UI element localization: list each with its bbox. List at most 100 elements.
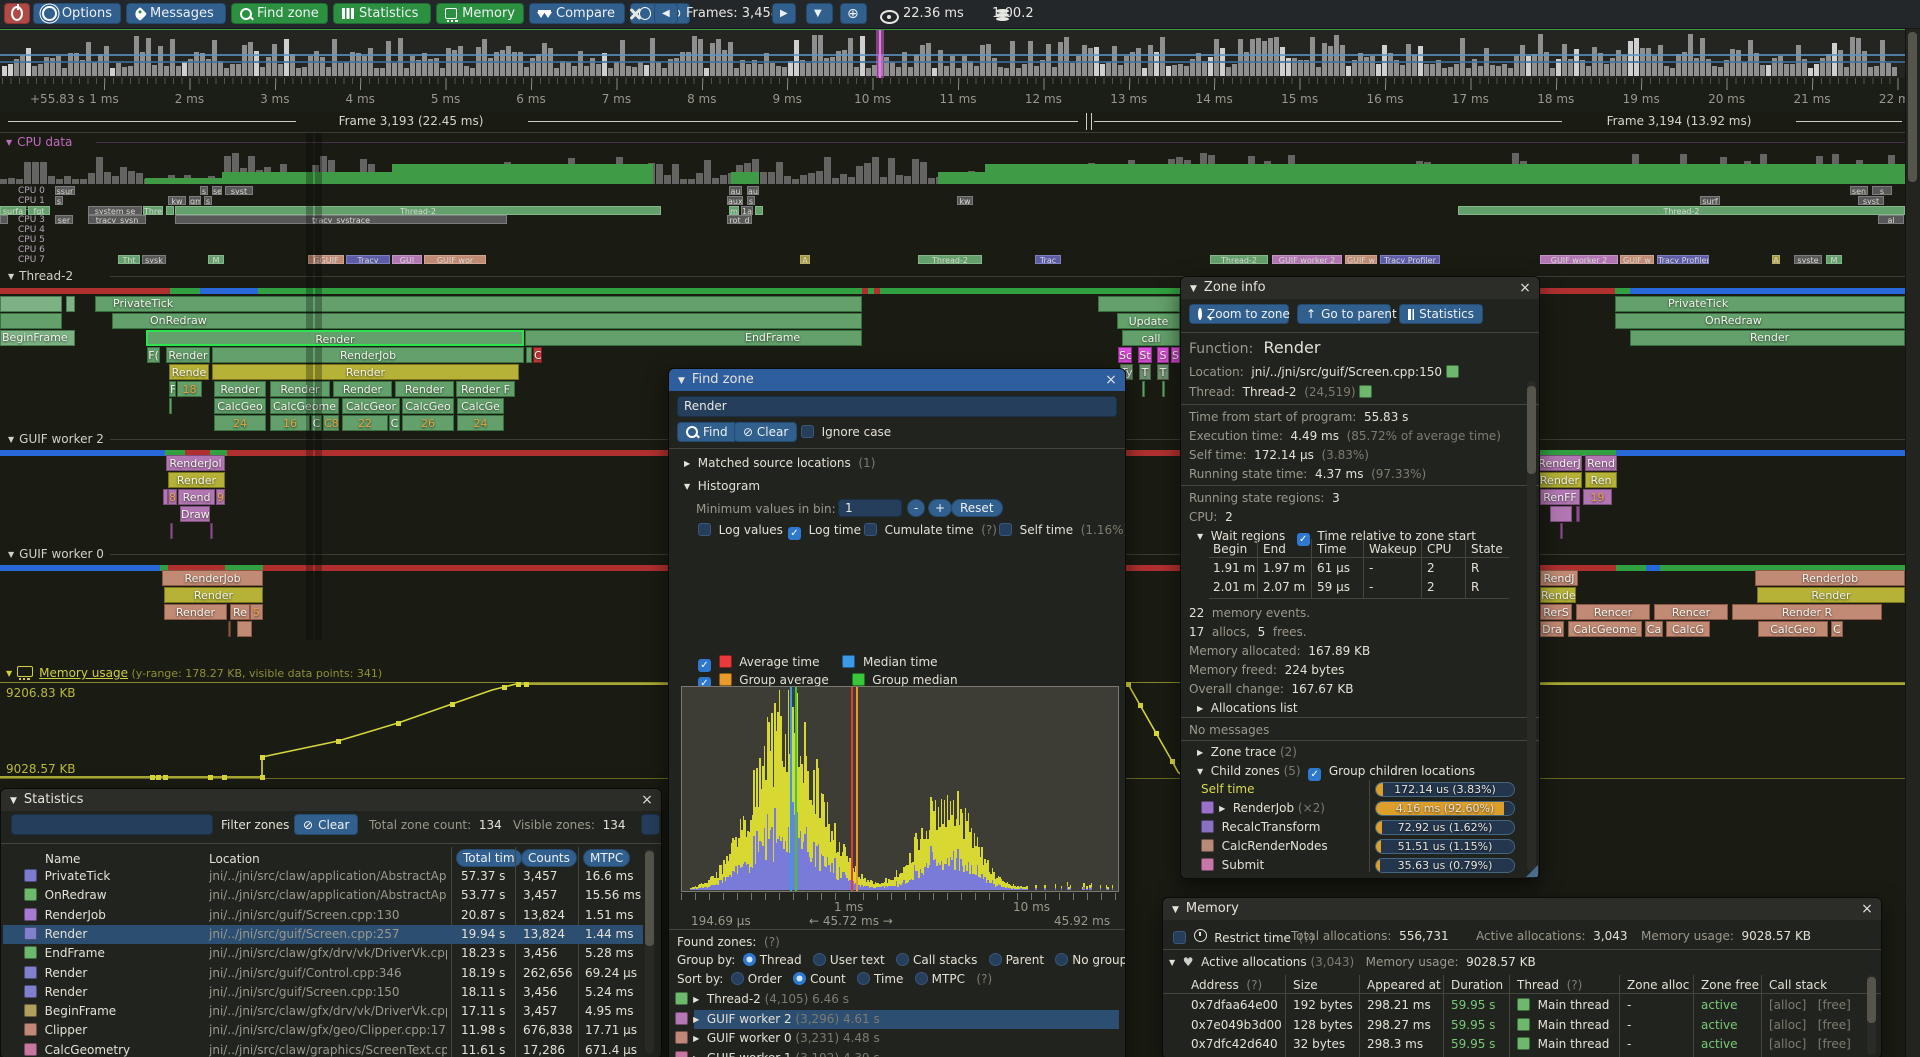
collapse-icon[interactable]: ▼ xyxy=(1197,532,1204,541)
cpu-zone[interactable]: Trac xyxy=(1035,254,1061,264)
alloc-callstack[interactable]: [alloc] [free] xyxy=(1769,1018,1851,1033)
close-icon[interactable]: × xyxy=(641,792,653,808)
cpu-zone[interactable]: s xyxy=(1872,186,1892,195)
expand-icon[interactable]: ▶ xyxy=(684,459,691,468)
memory-scroll-thumb[interactable] xyxy=(1867,977,1876,1023)
memory-button[interactable]: Memory xyxy=(436,3,524,24)
radio-time[interactable] xyxy=(857,972,871,985)
alloc-address[interactable]: 0x7e049b3d00 xyxy=(1191,1018,1282,1033)
group-children-checkbox[interactable]: ✓ xyxy=(1308,768,1322,781)
zone[interactable] xyxy=(228,621,231,637)
zone[interactable] xyxy=(1576,506,1580,522)
found-zone-row[interactable]: ▶ GUIF worker 2 (3,296) 4.61 s xyxy=(675,1011,880,1027)
cpu-zone[interactable]: Thread-2 xyxy=(175,205,661,215)
cpu-zone[interactable]: Tracy Profiler xyxy=(1380,254,1440,264)
zone[interactable]: call xyxy=(1122,330,1180,346)
radio-order[interactable] xyxy=(730,972,744,985)
cpu-zone[interactable]: system se xyxy=(88,205,142,215)
cpu-zone[interactable]: A xyxy=(800,254,810,264)
zone[interactable]: CalcGeo xyxy=(1758,621,1828,637)
zone[interactable]: RenderJob xyxy=(162,570,263,586)
zone[interactable]: Render xyxy=(395,381,454,397)
expand-icon[interactable]: ▶ xyxy=(688,1034,700,1044)
options-button[interactable]: Options xyxy=(33,3,121,24)
cpu-zone[interactable]: surfa xyxy=(0,205,26,215)
zone[interactable]: Render xyxy=(164,604,227,620)
child-zone-row[interactable]: Submit xyxy=(1201,858,1268,873)
checkbox[interactable] xyxy=(698,523,711,536)
thread-header[interactable]: ▼ Thread-2 xyxy=(8,269,73,283)
cpu-zone[interactable]: tracy_sysn xyxy=(88,215,146,225)
table-row[interactable]: Clipper xyxy=(24,1023,87,1038)
find-zone-titlebar[interactable]: ▼ Find zone × xyxy=(669,369,1125,391)
zone[interactable]: St xyxy=(1138,347,1152,363)
cpu-zone[interactable]: aux xyxy=(727,195,743,205)
compare-button[interactable]: Compare xyxy=(529,3,625,24)
zone[interactable]: Re xyxy=(230,604,250,620)
zone[interactable] xyxy=(0,330,75,346)
zoom-to-zone-button[interactable]: Zoom to zone xyxy=(1189,304,1290,324)
histogram-option[interactable]: Self time (1.16%) xyxy=(999,523,1125,538)
zone[interactable] xyxy=(237,621,252,637)
cpu-zone[interactable] xyxy=(0,215,8,225)
cpu-zone[interactable]: syst xyxy=(1858,195,1884,205)
cpu-data-header[interactable]: ▼ CPU data xyxy=(6,135,72,149)
sort-total-time-button[interactable]: Total tim xyxy=(456,849,522,867)
checkbox[interactable] xyxy=(999,523,1012,536)
zone[interactable]: C xyxy=(389,415,400,431)
alloc-address[interactable]: 0x7dfc42d640 xyxy=(1191,1037,1278,1052)
active-allocations-header[interactable]: ▼ ♥ Active allocations (3,043) Memory us… xyxy=(1169,955,1536,970)
thread-header[interactable]: ▼ GUIF worker 2 xyxy=(8,432,104,446)
zone-info-scrollbar[interactable] xyxy=(1527,381,1536,871)
cpu-zone[interactable]: 1a xyxy=(741,205,753,215)
zone[interactable]: Render F xyxy=(456,381,515,397)
zone[interactable]: T xyxy=(1139,364,1151,380)
zone[interactable] xyxy=(1162,381,1165,397)
close-icon[interactable]: × xyxy=(1861,901,1873,917)
cpu-zone[interactable]: kw xyxy=(957,195,973,205)
cpu-zone[interactable]: s xyxy=(200,186,208,195)
cpu-zone[interactable]: au xyxy=(729,186,742,195)
zone[interactable]: Render xyxy=(168,472,225,488)
collapse-icon[interactable]: ▼ xyxy=(684,482,691,491)
collapse-icon[interactable]: ▼ xyxy=(6,669,13,678)
messages-button[interactable]: Messages xyxy=(126,3,226,24)
found-zone-row[interactable]: ▶ GUIF worker 0 (3,231) 4.48 s xyxy=(675,1031,880,1046)
zone[interactable]: Rencer xyxy=(1654,604,1728,620)
histogram-plot[interactable] xyxy=(681,686,1119,892)
cpu-zone[interactable]: GUIF w xyxy=(1345,254,1377,264)
zone[interactable]: CalcGeome xyxy=(1568,621,1642,637)
sort-counts-button[interactable]: Counts xyxy=(521,849,577,867)
ignore-case-checkbox[interactable] xyxy=(801,425,814,438)
zone[interactable] xyxy=(95,296,862,312)
cpu-zone[interactable]: s xyxy=(747,195,755,205)
cpu-zone[interactable]: sen xyxy=(1850,186,1868,195)
zone[interactable]: 24 xyxy=(457,415,504,431)
radio-no-groupi[interactable] xyxy=(1055,953,1069,966)
cpu-zone[interactable]: Thread-2 xyxy=(1210,254,1268,264)
thread-header[interactable]: ▼ GUIF worker 0 xyxy=(8,547,104,561)
zone[interactable]: 18 xyxy=(177,381,202,397)
zone[interactable] xyxy=(1098,296,1180,312)
collapse-icon[interactable]: ▼ xyxy=(8,550,15,559)
zone[interactable] xyxy=(112,313,862,329)
stats-scrollbar[interactable] xyxy=(645,849,654,1054)
statistics-titlebar[interactable]: ▼ Statistics × xyxy=(1,789,661,811)
zone[interactable]: Render xyxy=(214,381,266,397)
zone[interactable]: RenderJob xyxy=(1755,570,1905,586)
zone[interactable]: CalcG xyxy=(1666,621,1710,637)
group-by-row[interactable]: Group by: Thread User text Call stacks P… xyxy=(677,953,1125,968)
statistics-button[interactable]: Statistics xyxy=(1399,304,1483,324)
sort-mtpc-button[interactable]: MTPC xyxy=(583,849,631,867)
zone[interactable]: CalcGeome xyxy=(270,398,339,414)
cpu-zone[interactable]: kw xyxy=(168,195,186,205)
cpu-zone[interactable]: syste xyxy=(1794,254,1822,264)
ignore-case-row[interactable]: Ignore case xyxy=(801,425,891,440)
zone[interactable] xyxy=(170,523,173,539)
zone[interactable] xyxy=(1630,330,1905,346)
zone[interactable] xyxy=(0,313,62,329)
zone[interactable]: RenderJob xyxy=(212,347,524,363)
tools-button[interactable] xyxy=(620,3,650,24)
zone[interactable] xyxy=(66,296,75,312)
zone[interactable]: 8 xyxy=(168,489,177,505)
